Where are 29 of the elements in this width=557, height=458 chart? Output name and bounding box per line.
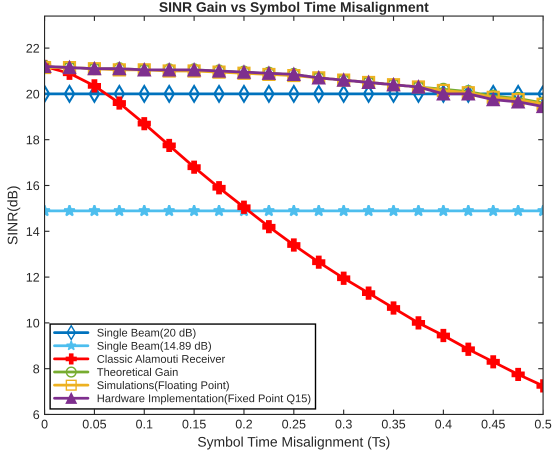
x-tick-label: 0.4	[435, 420, 452, 429]
y-tick-label: 10	[26, 318, 40, 328]
y-tick-label: 22	[26, 44, 40, 53]
y-tick-label: 6	[33, 410, 40, 420]
y-tick-label: 20	[26, 90, 40, 99]
x-tick-label: 0.25	[282, 420, 306, 429]
x-tick-label: 0.3	[335, 420, 352, 429]
x-tick-label: 0.2	[236, 420, 252, 429]
legend-label: Hardware Implementation(Fixed Point Q15)	[98, 394, 310, 404]
y-tick-label: 8	[33, 364, 40, 374]
y-tick-label: 16	[26, 181, 40, 190]
y-tick-label: 12	[26, 272, 40, 282]
y-axis-title: SINR(dB)	[7, 186, 20, 244]
legend-label: Single Beam(20 dB)	[97, 328, 196, 339]
x-tick-label: 0.35	[382, 420, 406, 429]
chart-title: SINR Gain vs Symbol Time Misalignment	[159, 2, 429, 15]
legend-label: Theoretical Gain	[97, 368, 178, 376]
x-axis-title: Symbol Time Misalignment (Ts)	[198, 436, 390, 450]
legend-label: Classic Alamouti Receiver	[97, 354, 226, 363]
x-tick-label: 0.5	[534, 420, 552, 429]
legend-label: Simulations(Floating Point)	[97, 380, 229, 392]
x-tick-label: 0.45	[482, 420, 505, 429]
x-tick-label: 0.15	[182, 420, 206, 429]
x-tick-label: 0	[42, 420, 48, 429]
y-tick-label: 18	[26, 135, 40, 144]
legend-label: Single Beam(14.89 dB)	[97, 342, 211, 352]
y-tick-label: 14	[26, 227, 40, 236]
x-tick-label: 0.05	[82, 420, 106, 429]
x-tick-label: 0.1	[136, 420, 152, 429]
